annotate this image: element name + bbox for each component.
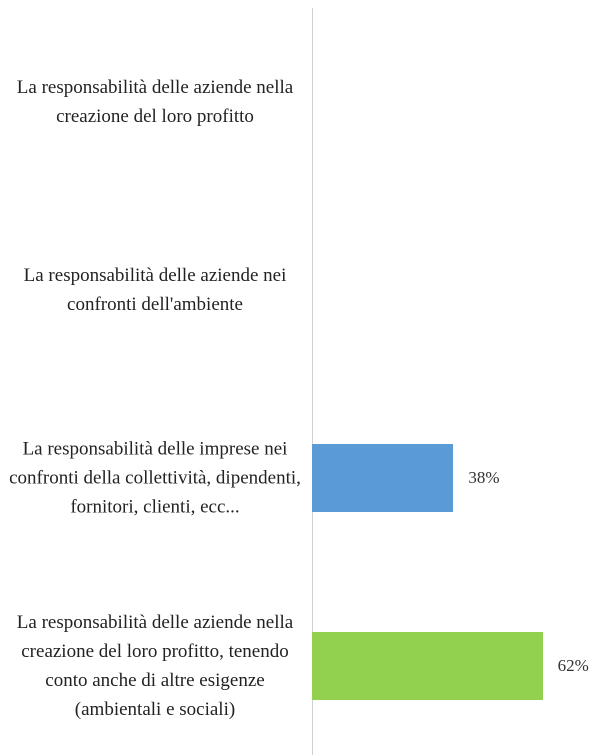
value-label: 38%	[468, 468, 500, 487]
bar	[312, 444, 454, 512]
category-label: La responsabilità delle aziende nella cr…	[16, 612, 294, 720]
category-label: La responsabilità delle aziende nella cr…	[16, 77, 294, 127]
value-label: 62%	[557, 656, 589, 675]
category-label: La responsabilità delle imprese nei conf…	[9, 438, 301, 518]
bar	[312, 632, 543, 700]
category-label: La responsabilità delle aziende nei conf…	[23, 265, 287, 315]
axis-line	[312, 8, 313, 755]
